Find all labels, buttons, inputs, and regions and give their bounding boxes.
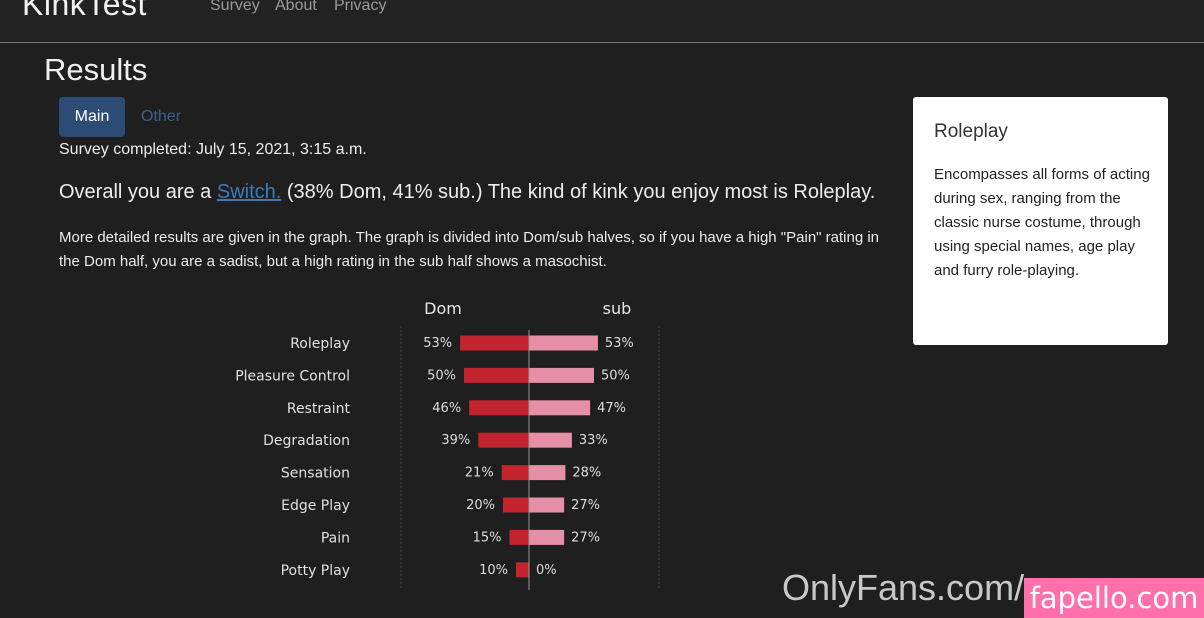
nav-link-privacy[interactable]: Privacy <box>334 0 387 14</box>
data-label-dom: 15% <box>473 530 502 545</box>
watermark-badge: fapello.com <box>1024 578 1204 618</box>
data-label-dom: 53% <box>423 336 452 351</box>
column-label-sub: sub <box>603 299 632 318</box>
switch-link[interactable]: Switch. <box>216 181 282 203</box>
overall-suffix: (38% Dom, 41% sub.) The kind of kink you… <box>281 181 876 203</box>
tab-other[interactable]: Other <box>141 108 182 125</box>
data-label-sub: 27% <box>571 530 600 545</box>
bar-dom <box>469 400 529 416</box>
watermark-text: OnlyFans.com/ <box>782 567 1025 608</box>
bar-sub <box>529 432 572 448</box>
bar-sub <box>529 335 598 351</box>
bar-dom <box>460 335 529 351</box>
category-label: Restraint <box>287 401 351 417</box>
card-title: Roleplay <box>934 121 1008 142</box>
data-label-dom: 10% <box>479 563 508 578</box>
data-label-sub: 47% <box>597 401 626 416</box>
bar-dom <box>478 432 529 448</box>
data-label-sub: 27% <box>571 498 600 513</box>
data-label-sub: 0% <box>536 563 557 578</box>
bar-dom <box>464 367 529 383</box>
data-label-sub: 28% <box>572 466 601 481</box>
overall-summary: Overall you are a Switch. (38% Dom, 41% … <box>59 181 875 204</box>
category-label: Degradation <box>263 433 350 449</box>
category-label: Potty Play <box>281 563 350 579</box>
data-label-sub: 50% <box>601 368 630 383</box>
bar-sub <box>529 367 594 383</box>
kink-description-card: Roleplay Encompasses all forms of acting… <box>913 97 1168 345</box>
category-label: Pain <box>321 530 350 546</box>
data-label-dom: 50% <box>427 368 456 383</box>
category-label: Edge Play <box>281 498 350 514</box>
survey-completed-text: Survey completed: July 15, 2021, 3:15 a.… <box>59 141 367 158</box>
data-label-dom: 21% <box>465 466 494 481</box>
category-label: Roleplay <box>290 336 350 352</box>
bar-sub <box>529 465 566 481</box>
data-label-dom: 46% <box>432 401 461 416</box>
nav-link-survey[interactable]: Survey <box>210 0 260 14</box>
bar-dom <box>503 497 529 513</box>
data-label-sub: 53% <box>605 336 634 351</box>
category-label: Sensation <box>281 466 350 482</box>
bar-sub <box>529 497 565 513</box>
card-body: Encompasses all forms of acting during s… <box>934 166 1150 279</box>
data-label-dom: 20% <box>466 498 495 513</box>
navbar: KinkTest Survey About Privacy <box>0 0 1204 43</box>
bar-dom <box>509 529 529 545</box>
data-label-dom: 39% <box>441 433 470 448</box>
category-label: Pleasure Control <box>235 368 350 384</box>
bar-dom <box>501 465 529 481</box>
bar-dom <box>516 562 529 578</box>
brand-logo[interactable]: KinkTest <box>22 0 147 22</box>
column-label-dom: Dom <box>424 299 462 318</box>
bar-sub <box>529 529 565 545</box>
tab-main[interactable]: Main <box>59 97 125 137</box>
bar-sub <box>529 400 591 416</box>
overall-prefix: Overall you are a <box>59 181 217 203</box>
nav-link-about[interactable]: About <box>275 0 317 14</box>
data-label-sub: 33% <box>579 433 608 448</box>
page-title: Results <box>44 52 148 87</box>
details-paragraph: More detailed results are given in the g… <box>59 229 880 270</box>
